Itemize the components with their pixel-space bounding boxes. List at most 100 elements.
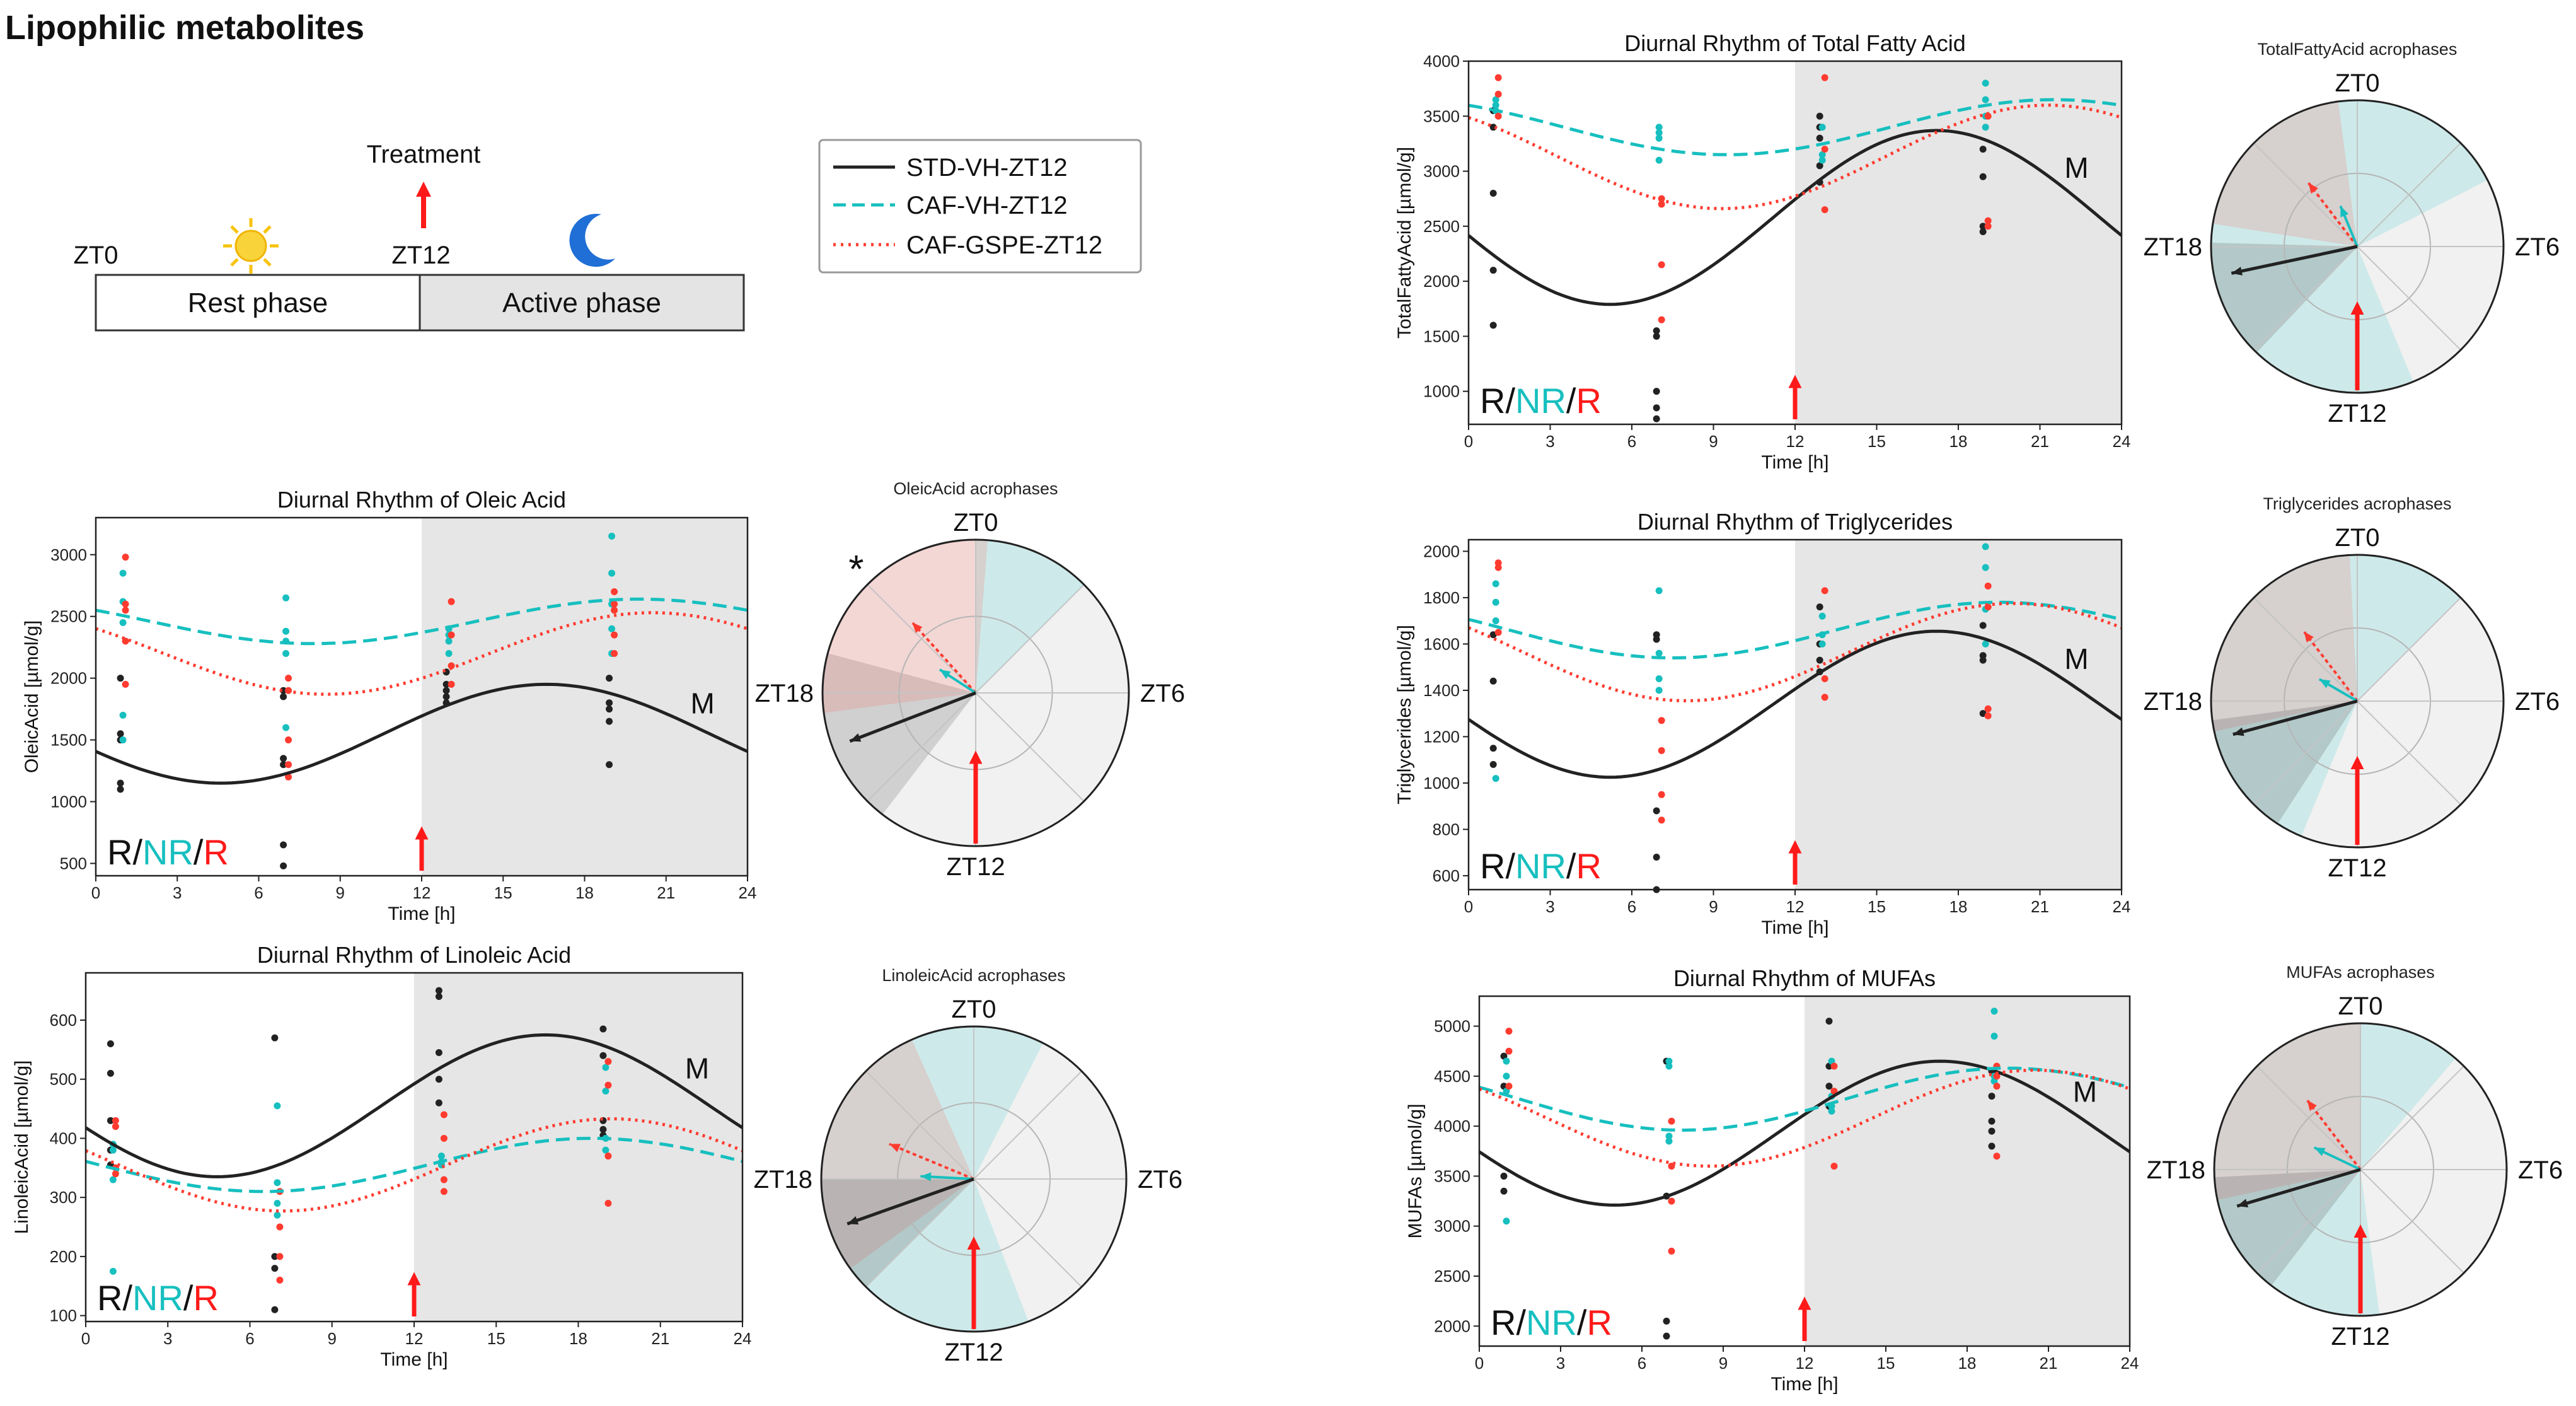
x-tick-label: 18 [569,1329,587,1348]
polar-spoke [975,692,1085,802]
plot-frame [84,972,744,1323]
responder-sep: / [193,832,204,872]
responder-r: R [107,832,132,872]
data-point [112,1117,119,1124]
series-line-std [84,1033,744,1178]
data-point [435,987,442,994]
data-point [1500,1172,1508,1180]
data-point [1816,603,1823,611]
polar-outer-ring [821,538,1130,847]
data-point [1979,173,1987,180]
data-point [271,1253,279,1260]
data-point [112,1170,119,1178]
series-line-gspe [85,1117,743,1213]
data-point [1505,1047,1513,1055]
x-axis-label: Time [h] [388,903,455,924]
data-point [611,649,618,657]
responder-r2: R [1586,1303,1612,1342]
treatment-label: Treatment [367,141,481,168]
acrophase-arrow-std [846,1177,974,1226]
series-line-std [95,682,749,785]
data-point [1816,112,1823,120]
data-point [445,649,453,657]
data-point [1489,322,1497,329]
polar-outer-ring [820,1025,1128,1333]
responder-r: R [97,1278,122,1318]
y-tick-label: 2500 [1423,217,1460,236]
data-point [604,1153,612,1160]
treatment-schema: Treatment ZT0 ZT12 Rest phase Active pha… [73,141,745,332]
data-point [285,675,292,682]
data-point [1665,1062,1673,1070]
data-point [112,1123,119,1130]
polar-spoke [2256,1169,2361,1274]
data-point [606,718,613,725]
acrophase-ci-sector-caf [2357,100,2488,247]
polar-label-zt12: ZT12 [2328,854,2386,882]
polar-label-zt6: ZT6 [1138,1166,1182,1194]
data-point [1503,1217,1510,1225]
data-point [1494,74,1502,81]
data-point [604,1200,612,1207]
y-tick-label: 600 [1433,866,1460,885]
data-point [440,1176,448,1183]
data-point [606,706,613,713]
responder-nr: NR [1515,381,1566,421]
polar-spoke [2253,700,2358,805]
data-point [1984,217,1992,224]
data-point [285,736,292,744]
data-point [107,1069,114,1077]
series-line-caf [1468,600,2122,659]
polar-spoke [2360,1169,2464,1274]
data-point [282,594,290,601]
series-line-gspe [1468,601,2122,702]
data-point [274,1211,281,1219]
x-axis-label: Time [h] [1761,452,1828,473]
y-tick-label: 600 [50,1011,77,1030]
y-tick-label: 1500 [50,731,87,750]
data-point [1663,1332,1670,1340]
data-point [1489,745,1497,752]
y-axis-label: Triglycerides [µmol/g] [1394,625,1415,805]
data-point [1830,1062,1838,1070]
acrophase-ci-sector-gspe [834,540,988,693]
polar-label-zt6: ZT6 [2515,688,2560,716]
data-point [1984,705,1992,712]
y-tick-label: 3500 [1423,107,1460,125]
acrophase-ci-sector-gspe [2214,1023,2360,1200]
polar-spoke [2253,142,2358,247]
data-point [611,631,618,639]
acrophase-arrowhead-std [2231,267,2243,276]
x-tick-label: 12 [405,1329,424,1348]
x-tick-label: 0 [91,883,100,902]
responder-r2: R [193,1278,218,1318]
data-point [1821,587,1828,595]
series-line-caf [95,597,748,646]
data-point [1665,1137,1673,1145]
chart-title: Diurnal Rhythm of Linoleic Acid [257,942,571,968]
moon-icon [569,214,615,267]
chart-panels: Diurnal Rhythm of Oleic Acid 0 3 6 9 12 15 18 21… [11,30,2563,1395]
polar-label-zt12: ZT12 [2328,400,2386,427]
x-tick-label: 12 [1786,432,1805,451]
data-point [1984,112,1992,120]
data-point [1655,156,1663,164]
polar-label-zt18: ZT18 [754,1166,812,1194]
data-point [599,1052,607,1059]
chart-title: Diurnal Rhythm of MUFAs [1673,965,1936,991]
acrophase-ci-sector-caf [2357,555,2461,701]
x-tick-label: 0 [1475,1354,1484,1373]
acrophase-arrow-gspe [2306,1099,2362,1171]
acrophase-ci-sector-gspe [2211,555,2357,732]
data-point [1818,151,1826,158]
data-point [285,761,292,769]
x-tick-label: 12 [1786,897,1805,916]
data-point [1668,1247,1675,1255]
data-point [280,755,287,762]
y-tick-label: 1000 [50,792,87,811]
data-point [1988,1142,1996,1150]
responder-r: R [1480,846,1505,886]
x-tick-label: 6 [1627,897,1636,916]
y-tick-label: 4000 [1434,1117,1470,1136]
